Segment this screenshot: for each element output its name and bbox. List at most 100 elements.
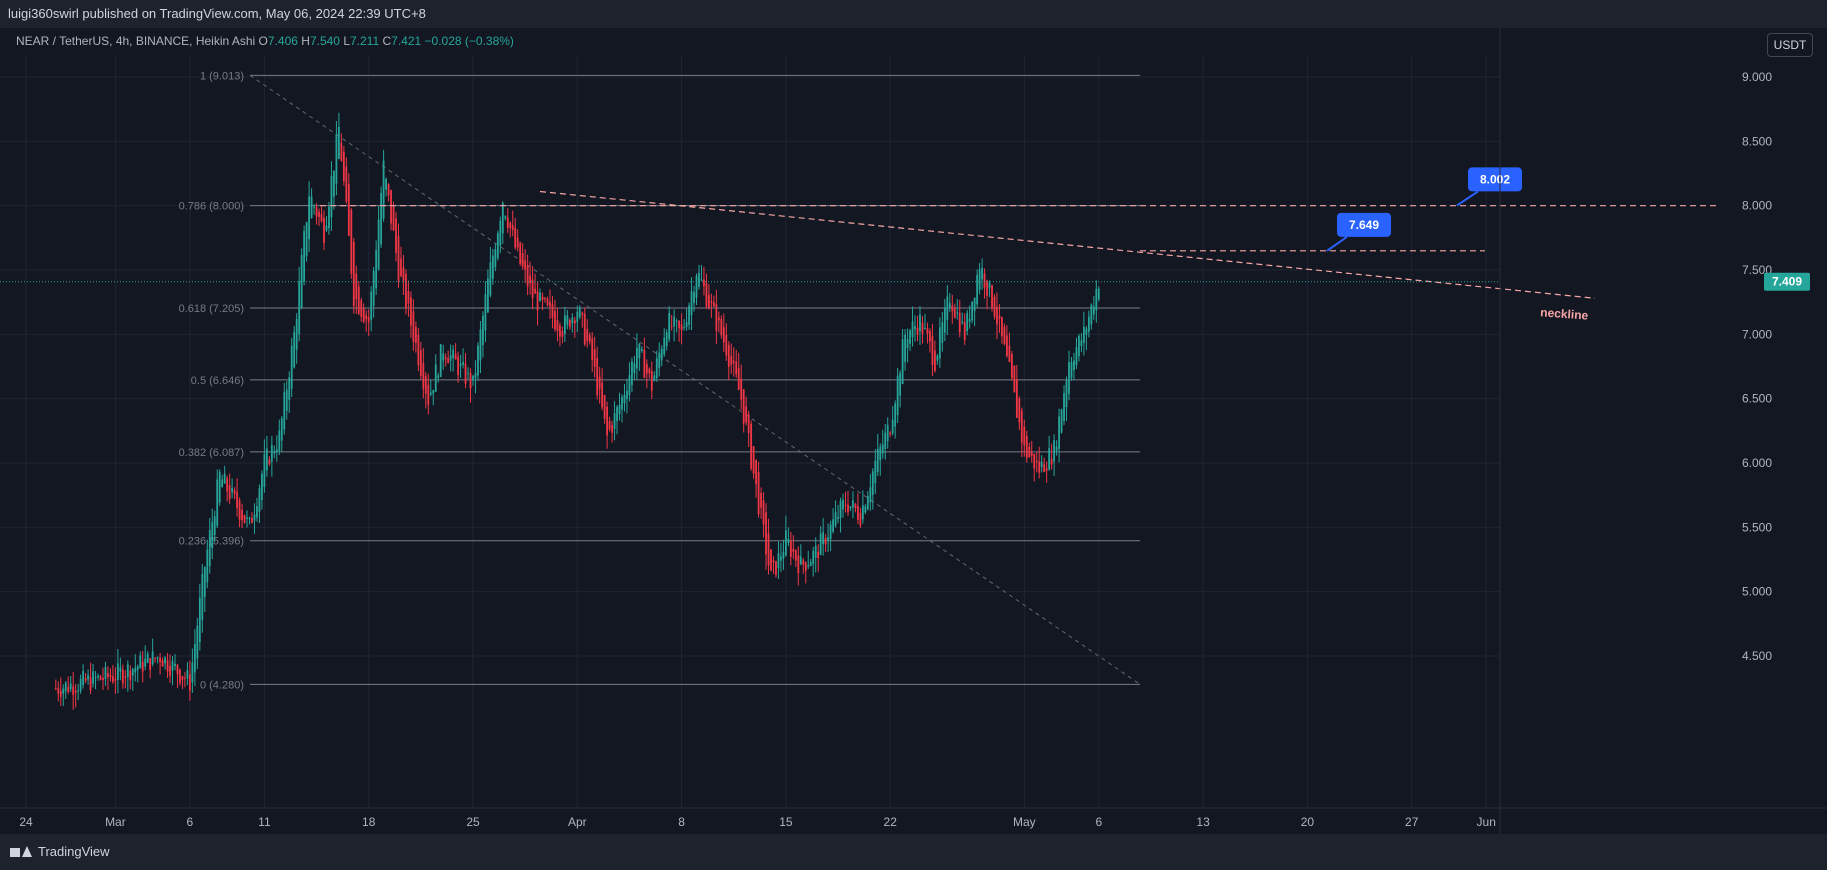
candle-body [1006, 335, 1008, 356]
candle-body [295, 319, 298, 350]
candle-body [710, 301, 713, 304]
candle-body [839, 500, 842, 519]
candle-body [737, 368, 740, 390]
candle-body [293, 331, 296, 368]
candle-body [750, 423, 753, 469]
candle-body [983, 273, 986, 288]
candle-body [645, 363, 648, 374]
candle-body [626, 390, 628, 400]
candle-body [814, 545, 817, 558]
callout-box [1468, 167, 1522, 192]
candle-body [69, 683, 72, 690]
candle-body [978, 269, 981, 290]
candle-body [84, 678, 87, 681]
candle-body [1013, 365, 1016, 393]
candle-body [261, 473, 263, 500]
candle-body [256, 506, 258, 518]
high-value: 7.540 [309, 34, 340, 48]
candle-body [665, 332, 668, 347]
candle-body [727, 345, 730, 367]
candle-body [896, 375, 899, 416]
candle-body [325, 225, 328, 231]
candle-body [375, 249, 378, 289]
price-chart[interactable]: 1 (9.013) 0.786 (8.000) 0.618 (7.205) 0.5 (… [0, 28, 1827, 834]
candle-body [313, 206, 315, 208]
candle-body [1055, 446, 1058, 451]
candle-body [611, 425, 613, 433]
candle-body [889, 432, 892, 435]
candle-body [936, 355, 939, 361]
tradingview-logo[interactable]: TradingView [10, 844, 110, 859]
candle-body [938, 327, 941, 359]
candle-body [395, 218, 397, 253]
currency-unit-button[interactable]: USDT [1767, 33, 1813, 57]
candle-body [365, 315, 368, 320]
candle-body [447, 358, 450, 364]
candle-body [228, 484, 231, 500]
candle-body [136, 666, 139, 671]
candle-body [929, 330, 931, 342]
candle-body [785, 530, 787, 556]
y-tick-label: 6.000 [1742, 456, 1772, 470]
candle-body [330, 175, 333, 218]
candle-body [819, 533, 822, 555]
candle-body [951, 305, 954, 312]
fib-trend-line [249, 74, 1141, 685]
candle-body [429, 392, 432, 395]
candle-body [1090, 304, 1093, 325]
x-tick-label: Mar [105, 815, 126, 829]
candle-body [186, 670, 189, 679]
last-price-tag [1764, 272, 1810, 291]
candle-body [380, 192, 383, 245]
candle-body [747, 414, 750, 433]
candle-body [787, 538, 790, 543]
tradingview-logo-icon [10, 845, 32, 858]
candle-body [196, 625, 199, 659]
candle-body [660, 349, 663, 361]
candle-body [526, 264, 529, 287]
candle-body [472, 375, 474, 381]
candle-body [700, 279, 703, 281]
candle-body [126, 664, 129, 677]
candle-body [87, 674, 89, 680]
candle-body [581, 312, 584, 315]
candle-body [789, 540, 792, 557]
candle-body [1060, 409, 1063, 433]
candle-body [775, 561, 777, 576]
candle-body [730, 356, 733, 365]
candle-body [323, 217, 325, 243]
candle-body [144, 658, 147, 667]
candle-body [400, 258, 402, 277]
candle-body [861, 505, 864, 520]
x-tick-label: 25 [466, 815, 480, 829]
candle-body [482, 315, 484, 346]
candle-body [372, 270, 375, 306]
candle-body [464, 363, 467, 384]
publisher-bar: luigi360swirl published on TradingView.c… [0, 0, 1827, 28]
candle-body [308, 196, 310, 240]
candle-body [211, 522, 214, 549]
candle-body [760, 493, 762, 508]
candle-body [1085, 328, 1088, 335]
candle-body [1065, 380, 1068, 408]
candle-body [556, 320, 559, 332]
candle-body [777, 553, 780, 569]
candle-body [335, 134, 338, 184]
candle-body [1001, 317, 1003, 337]
candle-body [996, 306, 998, 325]
x-tick-label: 6 [1095, 815, 1102, 829]
y-tick-label: 4.500 [1742, 649, 1772, 663]
candle-body [489, 262, 492, 296]
candle-body [246, 517, 248, 519]
neckline-label: neckline [1540, 305, 1589, 322]
candle-body [809, 562, 812, 567]
candle-body [797, 555, 800, 573]
chart-area[interactable]: 1 (9.013) 0.786 (8.000) 0.618 (7.205) 0.5 (… [0, 28, 1827, 834]
candle-body [414, 326, 417, 343]
candle-body [241, 509, 243, 521]
candle-body [318, 211, 320, 217]
callout-pointer [1326, 236, 1348, 252]
candle-body [392, 206, 395, 231]
candle-body [94, 677, 97, 679]
low-label: L [343, 34, 350, 48]
